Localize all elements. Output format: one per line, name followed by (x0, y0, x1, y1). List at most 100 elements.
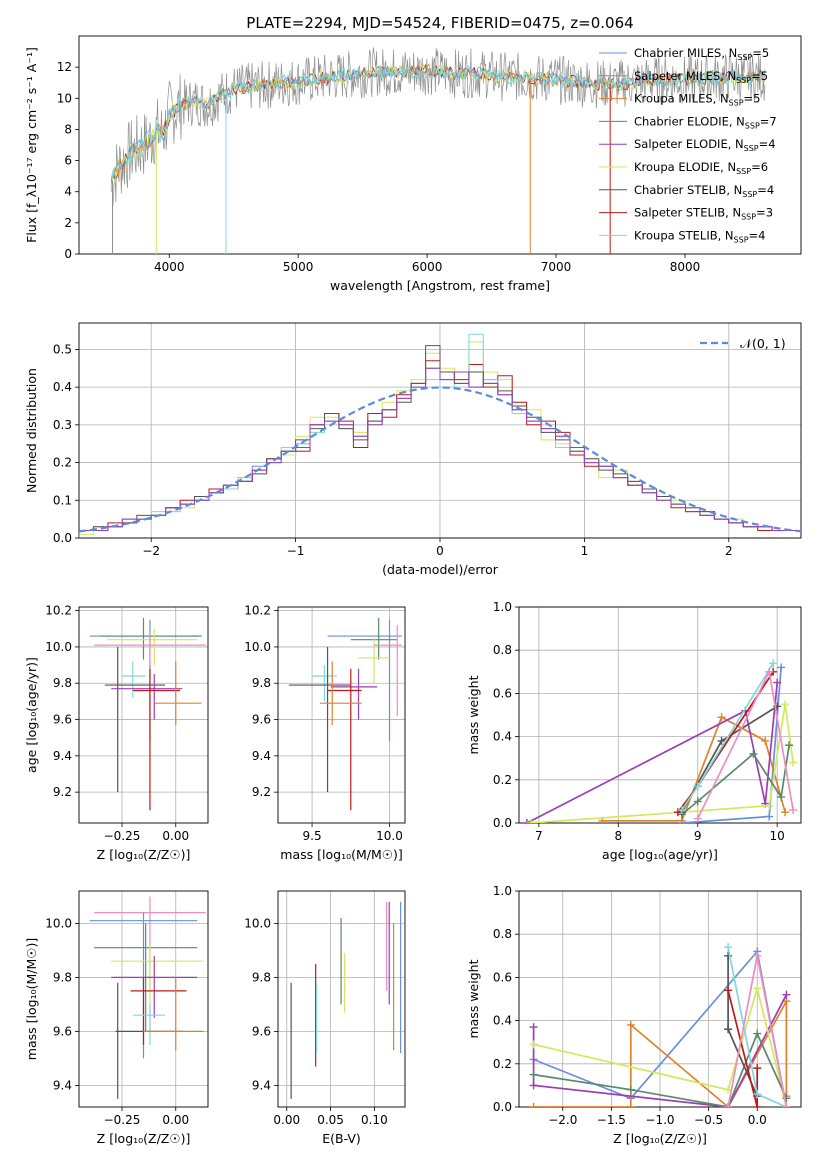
mass-weight-marker (769, 659, 778, 668)
axes-frame: 9.5 10.0 9.2 9.4 9.6 9.8 10.0 10.2 mass [log₁₀(M… (244, 604, 406, 862)
mass-weight-marker (753, 1029, 762, 1038)
mass-weight-marker (781, 700, 790, 709)
mass-weight-marker (693, 782, 702, 791)
x-tick-label: 9 (694, 829, 702, 843)
mass-weight-marker (626, 1103, 635, 1107)
x-tick-label: −2.0 (548, 1113, 577, 1127)
x-axis-label: Z [log₁₀(Z/Z☉)] (97, 847, 191, 862)
mass-weight-marker (529, 1103, 538, 1107)
x-tick-label: 10.0 (376, 829, 403, 843)
x-tick-label: −1.0 (645, 1113, 674, 1127)
x-axis-label: mass [log₁₀(M/M☉)] (280, 847, 402, 862)
mass-weight-marker (765, 812, 774, 821)
y-tick-label: 9.8 (53, 970, 72, 984)
legend-text: Kroupa MILES, N (634, 92, 729, 106)
y-axis-label: age [log₁₀(age/yr)] (24, 657, 39, 773)
mass-weight-marker (529, 1040, 538, 1049)
legend-subscript: SSP (729, 99, 744, 108)
axes-frame: −0.25 0.00 9.4 9.6 9.8 10.0 Z [log₁₀(Z/Z☉)] mas… (24, 890, 209, 1146)
x-tick-label: −1 (287, 544, 305, 558)
x-axis-label: age [log₁₀(age/yr)] (602, 847, 718, 862)
mass-weight-marker (717, 713, 726, 722)
legend-suffix: =5 (752, 46, 769, 60)
mass-weight-marker (529, 1023, 538, 1032)
mass-weight-marker (753, 1064, 762, 1073)
axes-border (78, 35, 802, 255)
x-tick-label: 7 (535, 829, 543, 843)
y-tick-label: 8 (64, 122, 72, 136)
mass-weight-marker (749, 749, 758, 758)
axes-frame: 7 8 9 10 0.0 0.2 0.4 0.6 0.8 1.0 age [log₁₀(age/yr… (466, 600, 802, 862)
mass-weight-marker (777, 793, 786, 802)
legend-entry: Salpeter MILES, NSSP=5 (634, 69, 768, 85)
y-tick-label: 0.2 (493, 773, 512, 787)
legend-suffix: =7 (760, 114, 777, 128)
legend-suffix: =5 (744, 92, 761, 106)
residual-histogram-panel: −2 −1 0 1 2 0.0 0.1 0.2 0.3 0.4 0.5 (data-model)/er… (24, 322, 802, 577)
x-tick-label: 0.00 (162, 1113, 189, 1127)
x-tick-label: 0.0 (748, 1113, 767, 1127)
axes-frame: −0.25 0.00 9.2 9.4 9.6 9.8 10.0 10.2 Z [log₁₀(Z/… (24, 604, 209, 862)
mass-weight-marker (753, 1090, 762, 1099)
x-tick-label: −0.25 (104, 829, 141, 843)
legend-label: 𝒩(0, 1) (740, 336, 786, 351)
y-tick-label: 10.2 (244, 604, 271, 618)
mass-weight-vs-metallicity-panel: −2.0 −1.5 −1.0 −0.5 0.0 0.0 0.2 0.4 0.6 0.8 1.0 Z [… (466, 884, 802, 1146)
y-tick-label: 9.8 (53, 676, 72, 690)
y-tick-label: 9.6 (53, 1024, 72, 1038)
axes-border (277, 890, 406, 1108)
mass-weight-marker (765, 667, 774, 676)
axes-border (518, 890, 802, 1108)
x-tick-label: 1 (581, 544, 589, 558)
mass-weight-series (727, 990, 759, 1107)
x-tick-label: −0.25 (104, 1113, 141, 1127)
y-tick-label: 9.6 (53, 713, 72, 727)
mass-weight-marker (789, 806, 798, 815)
y-tick-label: 9.4 (252, 749, 271, 763)
plot-marks (79, 333, 801, 538)
y-tick-label: 9.4 (252, 1078, 271, 1092)
x-tick-label: 2 (725, 544, 733, 558)
mass-weight-marker (777, 663, 786, 672)
x-axis-label: E(B-V) (322, 1131, 361, 1146)
y-tick-label: 0.8 (493, 927, 512, 941)
legend-text: Chabrier MILES, N (634, 46, 737, 60)
mass-weight-marker (753, 984, 762, 993)
y-tick-label: 0.4 (53, 380, 72, 394)
x-tick-label: 0.00 (162, 829, 189, 843)
legend-entry: Kroupa MILES, NSSP=5 (634, 92, 760, 108)
plot-marks (110, 47, 766, 254)
y-tick-label: 0.2 (53, 456, 72, 470)
y-tick-label: 4 (64, 185, 72, 199)
y-axis-label: mass weight (466, 959, 481, 1038)
y-tick-label: 0.4 (493, 730, 512, 744)
y-tick-label: 1.0 (493, 600, 512, 614)
legend-suffix: =4 (757, 183, 774, 197)
y-tick-label: 10.0 (45, 916, 72, 930)
y-tick-label: 0 (64, 247, 72, 261)
mass-weight-marker (761, 736, 770, 745)
x-tick-label: 6000 (412, 260, 443, 274)
y-tick-label: 9.4 (53, 749, 72, 763)
mass-weight-marker (785, 741, 794, 750)
y-tick-label: 12 (57, 60, 72, 74)
x-tick-label: 8 (614, 829, 622, 843)
plot-marks (290, 901, 402, 1099)
y-tick-label: 2 (64, 216, 72, 230)
y-tick-label: 0.0 (53, 531, 72, 545)
plot-marks (529, 943, 791, 1107)
mass-weight-marker (526, 819, 535, 823)
y-tick-label: 9.2 (252, 785, 271, 799)
x-axis-label: (data-model)/error (382, 562, 499, 577)
legend-suffix: =6 (751, 160, 768, 174)
x-axis-label: Z [log₁₀(Z/Z☉)] (97, 1131, 191, 1146)
mass-weight-marker (724, 943, 733, 952)
mass-weight-marker (677, 806, 686, 815)
y-tick-label: 9.8 (252, 676, 271, 690)
mass-weight-marker (789, 758, 798, 767)
mass-weight-marker (693, 814, 702, 823)
legend-suffix: =4 (759, 137, 776, 151)
mass-weight-series (533, 984, 788, 1107)
y-tick-label: 9.4 (53, 1078, 72, 1092)
x-tick-label: −2 (142, 544, 160, 558)
